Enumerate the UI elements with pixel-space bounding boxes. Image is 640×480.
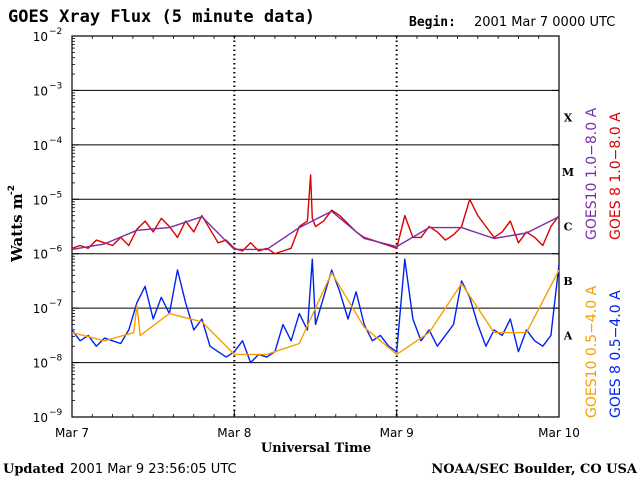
y-tick-exponent: −2 (49, 27, 62, 37)
y-tick-exponent: −6 (49, 245, 63, 255)
y-tick-label: 10 (33, 357, 48, 371)
y-axis-label-text: Watts m (8, 193, 26, 263)
legend-short-wavelength: GOES10 0.5−4.0 A GOES 8 0.5−4.0 A (584, 285, 624, 418)
y-axis-label: Watts m -2 (7, 185, 26, 263)
x-tick-label: Mar 7 (55, 426, 89, 440)
x-axis-ticks: Mar 7 Mar 8 Mar 9 Mar 10 (55, 36, 580, 440)
series-goes-8-1-0-8-0-a (71, 174, 560, 255)
source-credit: NOAA/SEC Boulder, CO USA (431, 462, 638, 477)
flare-class-c: C (564, 221, 573, 234)
chart-title: GOES Xray Flux (5 minute data) (8, 7, 315, 27)
y-tick-exponent: −3 (49, 81, 62, 91)
updated-value: 2001 Mar 9 23:56:05 UTC (70, 462, 237, 477)
y-axis-ticks: 10−210−310−410−510−610−710−810−9 (33, 27, 559, 425)
series-goes-8-0-5-4-0-a (71, 258, 560, 364)
y-tick-label: 10 (33, 84, 48, 98)
flare-class-a: A (563, 329, 573, 342)
begin-label: Begin: (409, 15, 456, 30)
series-goes10-0-5-4-0-a (71, 269, 560, 356)
y-tick-label: 10 (33, 411, 48, 425)
legend-entry: GOES10 1.0−8.0 A (584, 107, 600, 240)
y-tick-exponent: −7 (49, 299, 62, 309)
y-tick-exponent: −8 (49, 354, 63, 364)
x-tick-label: Mar 9 (380, 426, 414, 440)
x-axis-label: Universal Time (261, 441, 371, 456)
updated-label-word: Updated (3, 462, 64, 477)
data-series (71, 174, 560, 364)
legend-entry: GOES 8 0.5−4.0 A (608, 290, 624, 418)
updated-label: Updated (3, 462, 64, 477)
y-tick-label: 10 (33, 139, 48, 153)
y-axis-label-exponent: -2 (7, 185, 17, 195)
legend-long-wavelength: GOES10 1.0−8.0 A GOES 8 1.0−8.0 A (584, 107, 624, 240)
y-tick-label: 10 (33, 193, 48, 207)
y-tick-label: 10 (33, 30, 48, 44)
y-tick-exponent: −5 (49, 190, 62, 200)
legend-entry: GOES 8 1.0−8.0 A (608, 112, 624, 240)
x-tick-label: Mar 8 (217, 426, 251, 440)
flare-class-b: B (563, 275, 572, 288)
flare-class-x: X (564, 112, 573, 125)
begin-value: 2001 Mar 7 0000 UTC (474, 15, 615, 30)
y-tick-exponent: −4 (49, 136, 63, 146)
flare-class-labels: X M C B A (562, 112, 574, 343)
series-goes10-1-0-8-0-a (71, 210, 560, 251)
flare-class-m: M (562, 166, 574, 179)
y-tick-label: 10 (33, 302, 48, 316)
x-tick-label: Mar 10 (538, 426, 580, 440)
legend-entry: GOES10 0.5−4.0 A (584, 285, 600, 418)
y-tick-exponent: −9 (49, 408, 63, 418)
y-tick-label: 10 (33, 248, 48, 262)
day-dividers (233, 36, 398, 417)
